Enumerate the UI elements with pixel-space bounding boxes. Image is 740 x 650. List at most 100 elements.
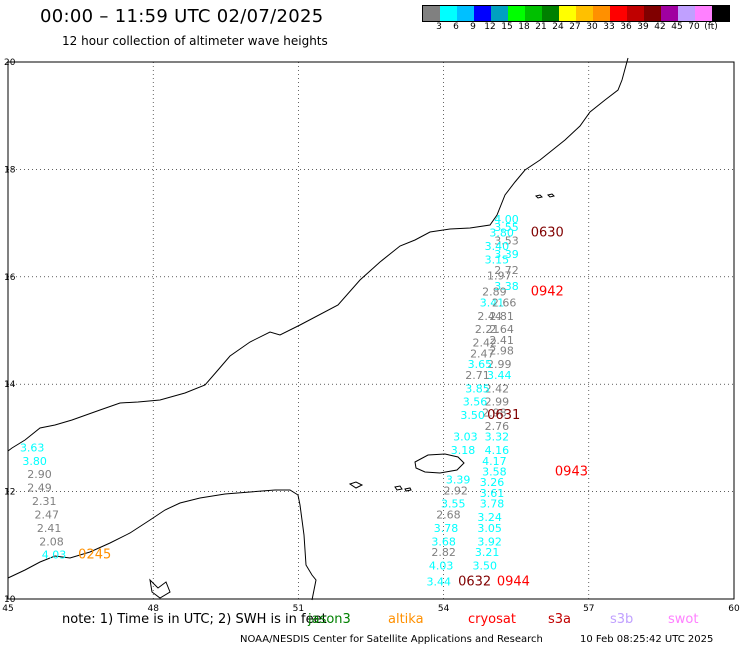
satellite-legend-item: cryosat (468, 612, 516, 627)
wave-height-label: 4.16 (485, 444, 510, 457)
color-scale-tick: 3 (436, 22, 442, 32)
color-swatch (491, 6, 508, 21)
color-scale-labels: 3 6 9 12 15 18 21 24 27 30 33 36 39 42 45 70 (ft) (422, 22, 740, 34)
wave-height-label: 3.61 (480, 487, 505, 500)
longitude-tick-label: 48 (147, 604, 159, 614)
wave-height-label: 3.55 (441, 498, 466, 511)
wave-height-label: 3.39 (446, 474, 471, 487)
color-swatch (576, 6, 593, 21)
wave-height-label: 2.82 (431, 546, 456, 559)
wave-height-label: 4.03 (42, 549, 67, 562)
color-scale-tick: (ft) (704, 22, 718, 32)
coastal-marker (149, 578, 171, 599)
latitude-tick-label: 14 (4, 380, 16, 390)
pass-time-label: 0944 (497, 575, 530, 590)
color-swatch (610, 6, 627, 21)
satellite-legend-item: s3a (548, 612, 572, 627)
wave-height-label: 2.71 (465, 369, 490, 382)
wave-height-label: 2.49 (27, 482, 52, 495)
wave-height-label: 3.21 (475, 546, 500, 559)
wave-height-label: 3.44 (487, 369, 512, 382)
units-note: note: 1) Time is in UTC; 2) SWH is in fe… (62, 612, 327, 627)
longitude-tick-label: 60 (728, 604, 740, 614)
longitude-tick-label: 51 (293, 604, 304, 614)
wave-height-label: 2.42 (485, 382, 510, 395)
coastline (7, 57, 629, 601)
wave-height-label: 3.56 (463, 396, 488, 409)
wave-height-label: 2.42 (472, 337, 497, 350)
wave-height-values: 4.003.553.803.533.403.393.152.721.973.38… (20, 213, 519, 588)
wave-height-label: 2.99 (487, 358, 512, 371)
color-scale-tick: 12 (484, 22, 496, 32)
color-swatch (661, 6, 678, 21)
longitude-tick-label: 45 (2, 604, 13, 614)
pass-time-label: 0245 (78, 548, 111, 563)
wave-height-label: 3.24 (477, 511, 502, 524)
socotra-island (414, 453, 465, 474)
lat-lon-grid (7, 61, 735, 600)
color-scale-tick: 24 (552, 22, 564, 32)
wave-height-label: 2.90 (27, 468, 52, 481)
satellite-legend-item: altika (388, 612, 424, 627)
pass-time-label: 0942 (531, 285, 564, 300)
color-swatch (508, 6, 525, 21)
color-scale-tick: 27 (569, 22, 581, 32)
wave-height-label: 2.41 (37, 522, 62, 535)
wave-height-label: 3.50 (460, 409, 485, 422)
wave-height-label: 2.66 (492, 296, 517, 309)
satellite-legend-item: swot (668, 612, 699, 627)
color-scale-tick: 30 (586, 22, 598, 32)
wave-height-label: 3.38 (494, 280, 519, 293)
color-swatch (440, 6, 457, 21)
wave-height-label: 3.03 (453, 431, 478, 444)
wave-height-label: 3.78 (480, 498, 505, 511)
color-swatch (474, 6, 491, 21)
wave-height-label: 2.47 (470, 347, 495, 360)
wave-height-label: 4.00 (494, 213, 519, 226)
color-scale-tick: 18 (518, 22, 530, 32)
color-scale-tick: 15 (501, 22, 513, 32)
color-scale-tick: 9 (470, 22, 476, 32)
color-scale-tick: 70 (688, 22, 700, 32)
small-island-2 (394, 485, 403, 491)
longitude-labels: 45 48 51 54 57 60 (2, 604, 740, 614)
wave-height-label: 2.99 (485, 396, 510, 409)
wave-height-label: 3.63 (20, 441, 45, 454)
page-title: 00:00 – 11:59 UTC 02/07/2025 (40, 6, 324, 27)
pass-time-label: 0631 (487, 408, 520, 423)
latitude-tick-label: 20 (4, 58, 16, 68)
color-swatch (627, 6, 644, 21)
color-swatch (559, 6, 576, 21)
wave-height-label: 2.98 (489, 345, 514, 358)
wave-height-label: 2.81 (489, 310, 514, 323)
color-scale-tick: 33 (603, 22, 615, 32)
wave-height-label: 3.65 (468, 358, 493, 371)
latitude-labels: 20 18 16 14 12 10 (4, 58, 16, 605)
wave-height-label: 3.50 (472, 559, 497, 572)
wave-height-label: 3.78 (434, 522, 459, 535)
wave-height-label: 3.41 (480, 296, 505, 309)
generated-timestamp: 10 Feb 08:25:42 UTC 2025 (580, 634, 714, 645)
color-swatch (712, 6, 729, 21)
wave-height-label: 3.80 (489, 227, 514, 240)
latitude-tick-label: 18 (4, 165, 16, 175)
wave-height-label: 2.89 (482, 286, 507, 299)
wave-height-label: 2.21 (475, 323, 500, 336)
color-scale-tick: 6 (453, 22, 459, 32)
latitude-tick-label: 12 (4, 488, 15, 498)
wave-height-label: 2.31 (32, 495, 57, 508)
color-scale-tick: 39 (637, 22, 649, 32)
wave-height-label: 3.15 (485, 253, 510, 266)
wave-height-label: 2.47 (34, 508, 59, 521)
latitude-tick-label: 10 (4, 595, 16, 605)
wave-height-label: 3.92 (477, 535, 502, 548)
wave-height-label: 2.41 (489, 334, 514, 347)
color-swatch (457, 6, 474, 21)
wave-height-label: 2.44 (477, 310, 502, 323)
wave-height-label: 4.17 (482, 455, 507, 468)
wave-height-label: 3.55 (494, 221, 519, 234)
kuria-muria-island-2 (547, 193, 555, 198)
wave-height-label: 3.80 (22, 455, 47, 468)
color-swatch (678, 6, 695, 21)
